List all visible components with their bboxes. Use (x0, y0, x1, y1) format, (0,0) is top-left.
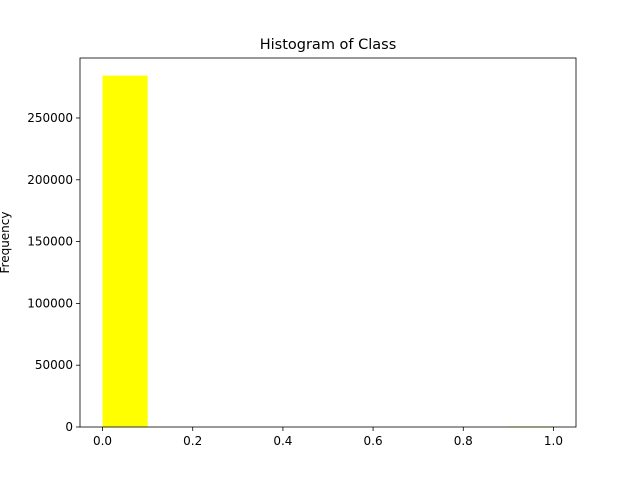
chart-title: Histogram of Class (260, 37, 397, 53)
x-tick-label-3: 0.6 (364, 434, 383, 448)
x-tick-label-4: 0.8 (454, 434, 473, 448)
y-tick-label-5: 250000 (27, 111, 73, 125)
y-tick-label-0: 0 (65, 420, 73, 434)
y-tick-label-2: 100000 (27, 296, 73, 310)
plot-frame (79, 57, 577, 428)
x-axis-ticks: 0.0 0.2 0.4 0.6 0.8 1.0 (93, 427, 563, 448)
x-tick-label-5: 1.0 (544, 434, 563, 448)
y-axis-ticks: 0 50000 100000 150000 200000 250000 (27, 111, 80, 434)
y-tick-label-4: 200000 (27, 173, 73, 187)
bars-group (102, 75, 554, 428)
y-axis-label: Frequency (0, 212, 12, 274)
x-tick-label-1: 0.2 (183, 434, 202, 448)
x-tick-label-2: 0.4 (273, 434, 292, 448)
y-tick-label-3: 150000 (27, 235, 73, 249)
histogram-bar-0 (102, 75, 148, 428)
y-tick-label-1: 50000 (35, 358, 73, 372)
x-tick-label-0: 0.0 (93, 434, 112, 448)
